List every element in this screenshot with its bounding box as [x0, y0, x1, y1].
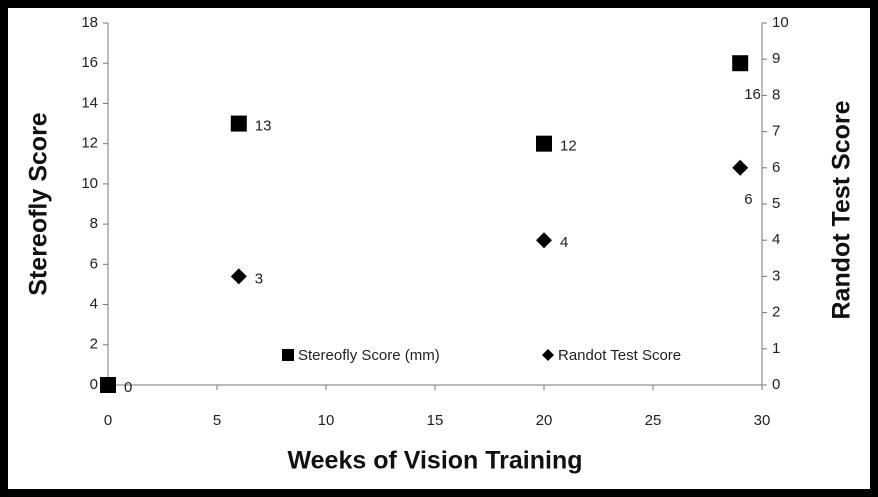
data-label: 4: [560, 234, 568, 251]
y2-tick-label: 9: [772, 50, 780, 67]
data-label: 3: [255, 270, 263, 287]
point: [230, 268, 247, 285]
y2-tick-label: 8: [772, 86, 780, 103]
x-tick-label: 20: [536, 412, 553, 429]
y-tick-label: 0: [90, 376, 98, 393]
x-tick-label: 25: [645, 412, 662, 429]
legend-marker: [282, 349, 294, 361]
data-label: 6: [744, 191, 752, 208]
y-tick-label: 4: [90, 296, 98, 313]
y-tick-label: 18: [81, 14, 98, 31]
point: [100, 377, 116, 393]
y2-tick-label: 7: [772, 123, 780, 140]
y2-tick-label: 5: [772, 195, 780, 212]
y-tick-label: 12: [81, 135, 98, 152]
legend-label: Randot Test Score: [558, 347, 681, 364]
legend-label: Stereofly Score (mm): [298, 347, 440, 364]
x-tick-label: 5: [213, 412, 221, 429]
y-tick-label: 14: [81, 94, 98, 111]
point: [536, 232, 552, 249]
x-tick-label: 0: [104, 412, 112, 429]
y-axis-title: Stereofly Score: [25, 112, 53, 296]
y-tick-label: 6: [90, 255, 98, 272]
y2-tick-label: 6: [772, 159, 780, 176]
data-label: 0: [124, 379, 132, 396]
y-tick-label: 2: [90, 336, 98, 353]
y2-tick-label: 2: [772, 304, 780, 321]
x-tick-label: 30: [754, 412, 771, 429]
data-label: 13: [255, 118, 272, 135]
y2-tick-label: 1: [772, 340, 780, 357]
y2-tick-label: 3: [772, 267, 780, 284]
data-label: 12: [560, 138, 577, 155]
y2-tick-label: 10: [772, 14, 789, 31]
data-label: 16: [744, 86, 761, 103]
y2-tick-label: 4: [772, 231, 780, 248]
y-tick-label: 8: [90, 215, 98, 232]
point: [732, 55, 749, 72]
point: [536, 135, 552, 152]
x-tick-label: 15: [427, 412, 444, 429]
y-tick-label: 10: [81, 175, 98, 192]
point: [230, 115, 247, 132]
x-axis-title: Weeks of Vision Training: [288, 447, 583, 475]
point: [732, 159, 749, 176]
y2-axis-title: Randot Test Score: [828, 100, 856, 319]
legend-marker: [542, 349, 554, 361]
y-tick-label: 16: [81, 54, 98, 71]
y2-tick-label: 0: [772, 376, 780, 393]
x-tick-label: 10: [318, 412, 335, 429]
